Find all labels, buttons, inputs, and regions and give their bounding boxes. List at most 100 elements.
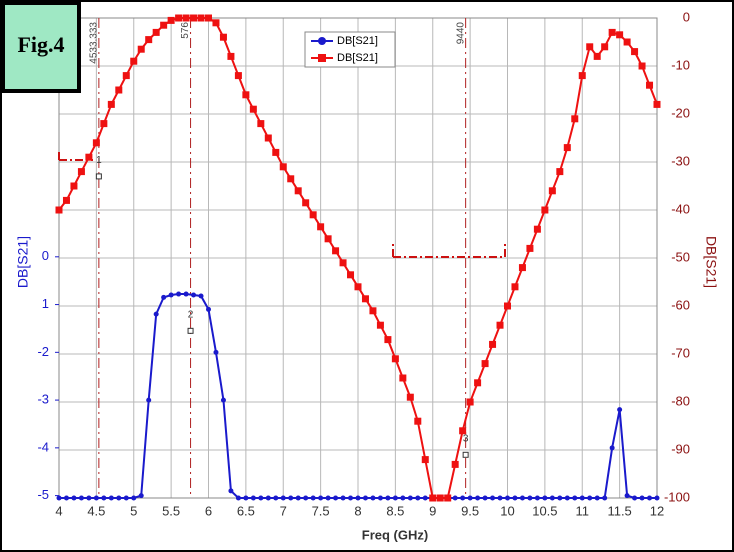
x-tick-label: 5.5 <box>162 503 180 518</box>
data-point <box>385 495 391 501</box>
data-point <box>490 495 496 501</box>
data-point <box>295 495 301 501</box>
y2-tick-label: -100 <box>664 489 690 504</box>
data-point <box>116 495 122 501</box>
data-point <box>280 495 286 501</box>
data-point <box>317 223 325 231</box>
data-point <box>167 16 175 24</box>
y2-tick-label: -90 <box>671 441 690 456</box>
marker-id: 1 <box>96 155 102 166</box>
legend-items: DB[S21] DB[S21] <box>311 35 378 64</box>
marker-value: 9440 <box>455 22 466 45</box>
data-point <box>481 360 489 368</box>
data-point <box>339 259 347 267</box>
marker-point <box>95 173 102 180</box>
data-point <box>542 495 548 501</box>
data-point <box>572 495 578 501</box>
legend-symbol <box>318 54 326 62</box>
data-point <box>272 148 280 156</box>
data-point <box>586 43 594 51</box>
data-point <box>318 495 324 501</box>
data-point <box>191 292 197 298</box>
data-point <box>429 494 437 502</box>
x-tick-label: 6 <box>205 503 212 518</box>
data-point <box>63 495 69 501</box>
data-point <box>205 14 212 22</box>
y2-tick-label: -20 <box>671 105 690 120</box>
x-tick-label: 5 <box>130 503 137 518</box>
data-point <box>153 311 159 317</box>
data-point <box>182 14 190 22</box>
data-point <box>220 397 226 403</box>
data-point <box>496 321 504 329</box>
data-point <box>152 28 160 36</box>
data-point <box>77 168 85 176</box>
legend-label: DB[S21] <box>337 52 378 64</box>
data-point <box>273 495 279 501</box>
data-point <box>206 306 211 312</box>
data-point <box>93 495 99 501</box>
data-point <box>212 19 220 27</box>
data-point <box>325 495 331 501</box>
data-point <box>451 460 459 468</box>
y2-tick-label: -30 <box>671 153 690 168</box>
x-tick-label: 4 <box>55 503 62 518</box>
data-point <box>198 293 204 299</box>
data-point <box>557 495 563 501</box>
data-point <box>541 206 549 214</box>
y2-tick-label: -10 <box>671 57 690 72</box>
data-point <box>436 494 444 502</box>
y-tick-label: -3 <box>37 392 49 407</box>
data-point <box>288 495 294 501</box>
x-tick-label: 4.5 <box>87 503 105 518</box>
marker-value: 4533.333 <box>89 22 100 64</box>
x-tick-label: 7.5 <box>312 503 330 518</box>
data-point <box>137 45 145 53</box>
data-point <box>631 48 639 56</box>
data-point <box>197 14 205 22</box>
legend-symbol <box>318 37 326 45</box>
data-point <box>361 295 369 303</box>
data-point <box>310 495 316 501</box>
data-point <box>602 495 608 501</box>
data-point <box>564 495 570 501</box>
data-point <box>249 105 257 113</box>
data-point <box>302 199 310 207</box>
data-point <box>609 445 615 451</box>
data-point <box>549 495 555 501</box>
data-point <box>287 175 295 183</box>
data-point <box>594 495 600 501</box>
x-axis-label: Freq (GHz) <box>362 527 428 542</box>
data-point <box>138 493 144 499</box>
data-point <box>571 115 579 123</box>
y-tick-label: 0 <box>42 248 49 263</box>
data-point <box>578 72 586 80</box>
data-point <box>145 36 153 44</box>
data-point <box>160 21 168 29</box>
x-tick-label: 9 <box>429 503 436 518</box>
data-point <box>78 495 84 501</box>
y2-tick-label: -50 <box>671 249 690 264</box>
data-point <box>376 321 384 329</box>
y2-tick-label: -80 <box>671 393 690 408</box>
data-point <box>533 225 541 233</box>
data-point <box>653 100 661 108</box>
data-point <box>422 495 428 501</box>
data-point <box>107 100 115 108</box>
data-point <box>228 488 234 494</box>
data-point <box>131 495 137 501</box>
y2-tick-label: -70 <box>671 345 690 360</box>
data-point <box>258 495 264 501</box>
y-tick-label: -2 <box>37 344 49 359</box>
data-point <box>475 495 481 501</box>
data-point <box>362 495 368 501</box>
marker-point <box>187 327 194 334</box>
data-point <box>466 398 474 406</box>
data-point <box>56 495 62 501</box>
data-point <box>146 397 152 403</box>
data-point <box>250 495 256 501</box>
y-tick-label: 1 <box>42 296 49 311</box>
x-tick-label: 8.5 <box>386 503 404 518</box>
data-point <box>608 28 616 36</box>
